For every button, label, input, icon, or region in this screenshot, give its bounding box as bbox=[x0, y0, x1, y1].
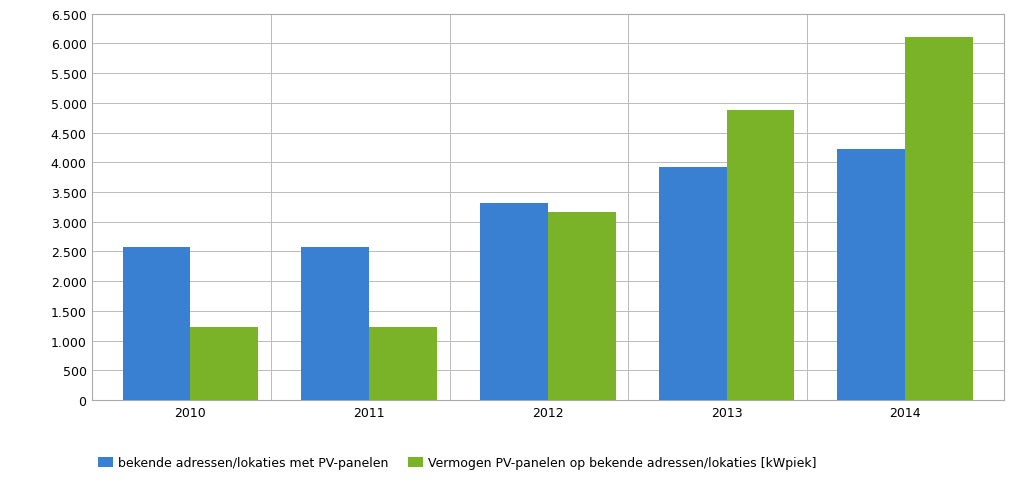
Bar bbox=[190, 328, 258, 400]
Bar bbox=[658, 168, 727, 400]
Bar bbox=[301, 247, 369, 400]
Bar bbox=[123, 248, 190, 400]
Bar bbox=[838, 149, 905, 400]
Bar bbox=[905, 39, 973, 400]
Bar bbox=[480, 204, 548, 400]
Bar bbox=[727, 111, 795, 400]
Legend: bekende adressen/lokaties met PV-panelen, Vermogen PV-panelen op bekende adresse: bekende adressen/lokaties met PV-panelen… bbox=[98, 456, 816, 469]
Bar bbox=[548, 213, 615, 400]
Bar bbox=[369, 328, 437, 400]
